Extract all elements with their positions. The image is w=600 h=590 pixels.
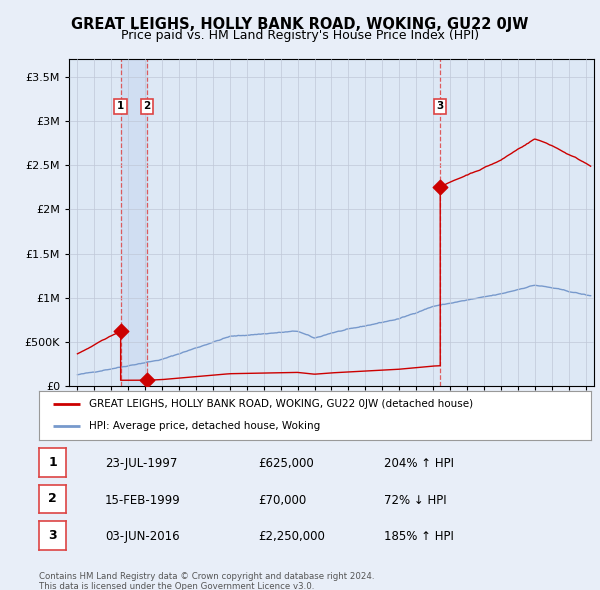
Text: GREAT LEIGHS, HOLLY BANK ROAD, WOKING, GU22 0JW: GREAT LEIGHS, HOLLY BANK ROAD, WOKING, G… bbox=[71, 17, 529, 31]
Bar bbox=[121, 59, 147, 386]
Point bbox=[142, 376, 152, 385]
Text: This data is licensed under the Open Government Licence v3.0.: This data is licensed under the Open Gov… bbox=[39, 582, 314, 590]
Text: £70,000: £70,000 bbox=[258, 494, 306, 507]
Point bbox=[116, 326, 125, 336]
Point bbox=[436, 182, 445, 192]
Text: 15-FEB-1999: 15-FEB-1999 bbox=[105, 494, 181, 507]
Text: 185% ↑ HPI: 185% ↑ HPI bbox=[384, 530, 454, 543]
Text: 3: 3 bbox=[437, 101, 444, 112]
Text: 204% ↑ HPI: 204% ↑ HPI bbox=[384, 457, 454, 470]
Text: HPI: Average price, detached house, Woking: HPI: Average price, detached house, Woki… bbox=[89, 421, 320, 431]
Text: GREAT LEIGHS, HOLLY BANK ROAD, WOKING, GU22 0JW (detached house): GREAT LEIGHS, HOLLY BANK ROAD, WOKING, G… bbox=[89, 399, 473, 409]
Text: £2,250,000: £2,250,000 bbox=[258, 530, 325, 543]
Text: 2: 2 bbox=[143, 101, 151, 112]
Text: 23-JUL-1997: 23-JUL-1997 bbox=[105, 457, 178, 470]
Text: 1: 1 bbox=[117, 101, 124, 112]
Text: 2: 2 bbox=[48, 493, 57, 506]
Text: £625,000: £625,000 bbox=[258, 457, 314, 470]
Text: 1: 1 bbox=[48, 456, 57, 469]
Text: 3: 3 bbox=[48, 529, 57, 542]
Text: Price paid vs. HM Land Registry's House Price Index (HPI): Price paid vs. HM Land Registry's House … bbox=[121, 30, 479, 42]
Text: 72% ↓ HPI: 72% ↓ HPI bbox=[384, 494, 446, 507]
Text: Contains HM Land Registry data © Crown copyright and database right 2024.: Contains HM Land Registry data © Crown c… bbox=[39, 572, 374, 581]
Text: 03-JUN-2016: 03-JUN-2016 bbox=[105, 530, 179, 543]
